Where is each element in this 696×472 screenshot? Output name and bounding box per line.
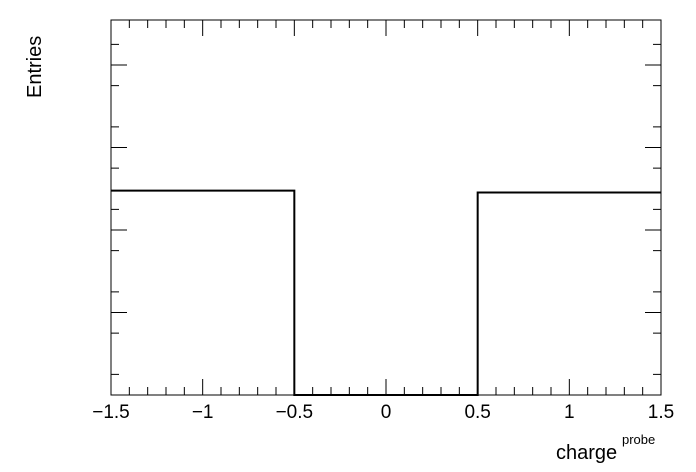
x-tick-label: −1 — [192, 402, 214, 423]
x-tick-label: 0.5 — [464, 402, 490, 423]
axis-ticks — [110, 20, 662, 396]
x-tick-label: 0 — [381, 402, 392, 423]
x-tick-label: −1.5 — [92, 402, 130, 423]
x-axis-title: charge — [556, 442, 617, 464]
x-tick-label: 1.5 — [648, 402, 674, 423]
x-tick-label: −0.5 — [276, 402, 314, 423]
x-tick-labels: −1.5 −1 −0.5 0 0.5 1 1.5 — [92, 402, 674, 423]
y-axis-title: Entries — [24, 36, 46, 98]
x-axis-title-superscript: probe — [622, 432, 655, 447]
histogram-line — [111, 189, 661, 396]
x-tick-label: 1 — [564, 402, 575, 423]
plot-frame — [110, 19, 662, 396]
